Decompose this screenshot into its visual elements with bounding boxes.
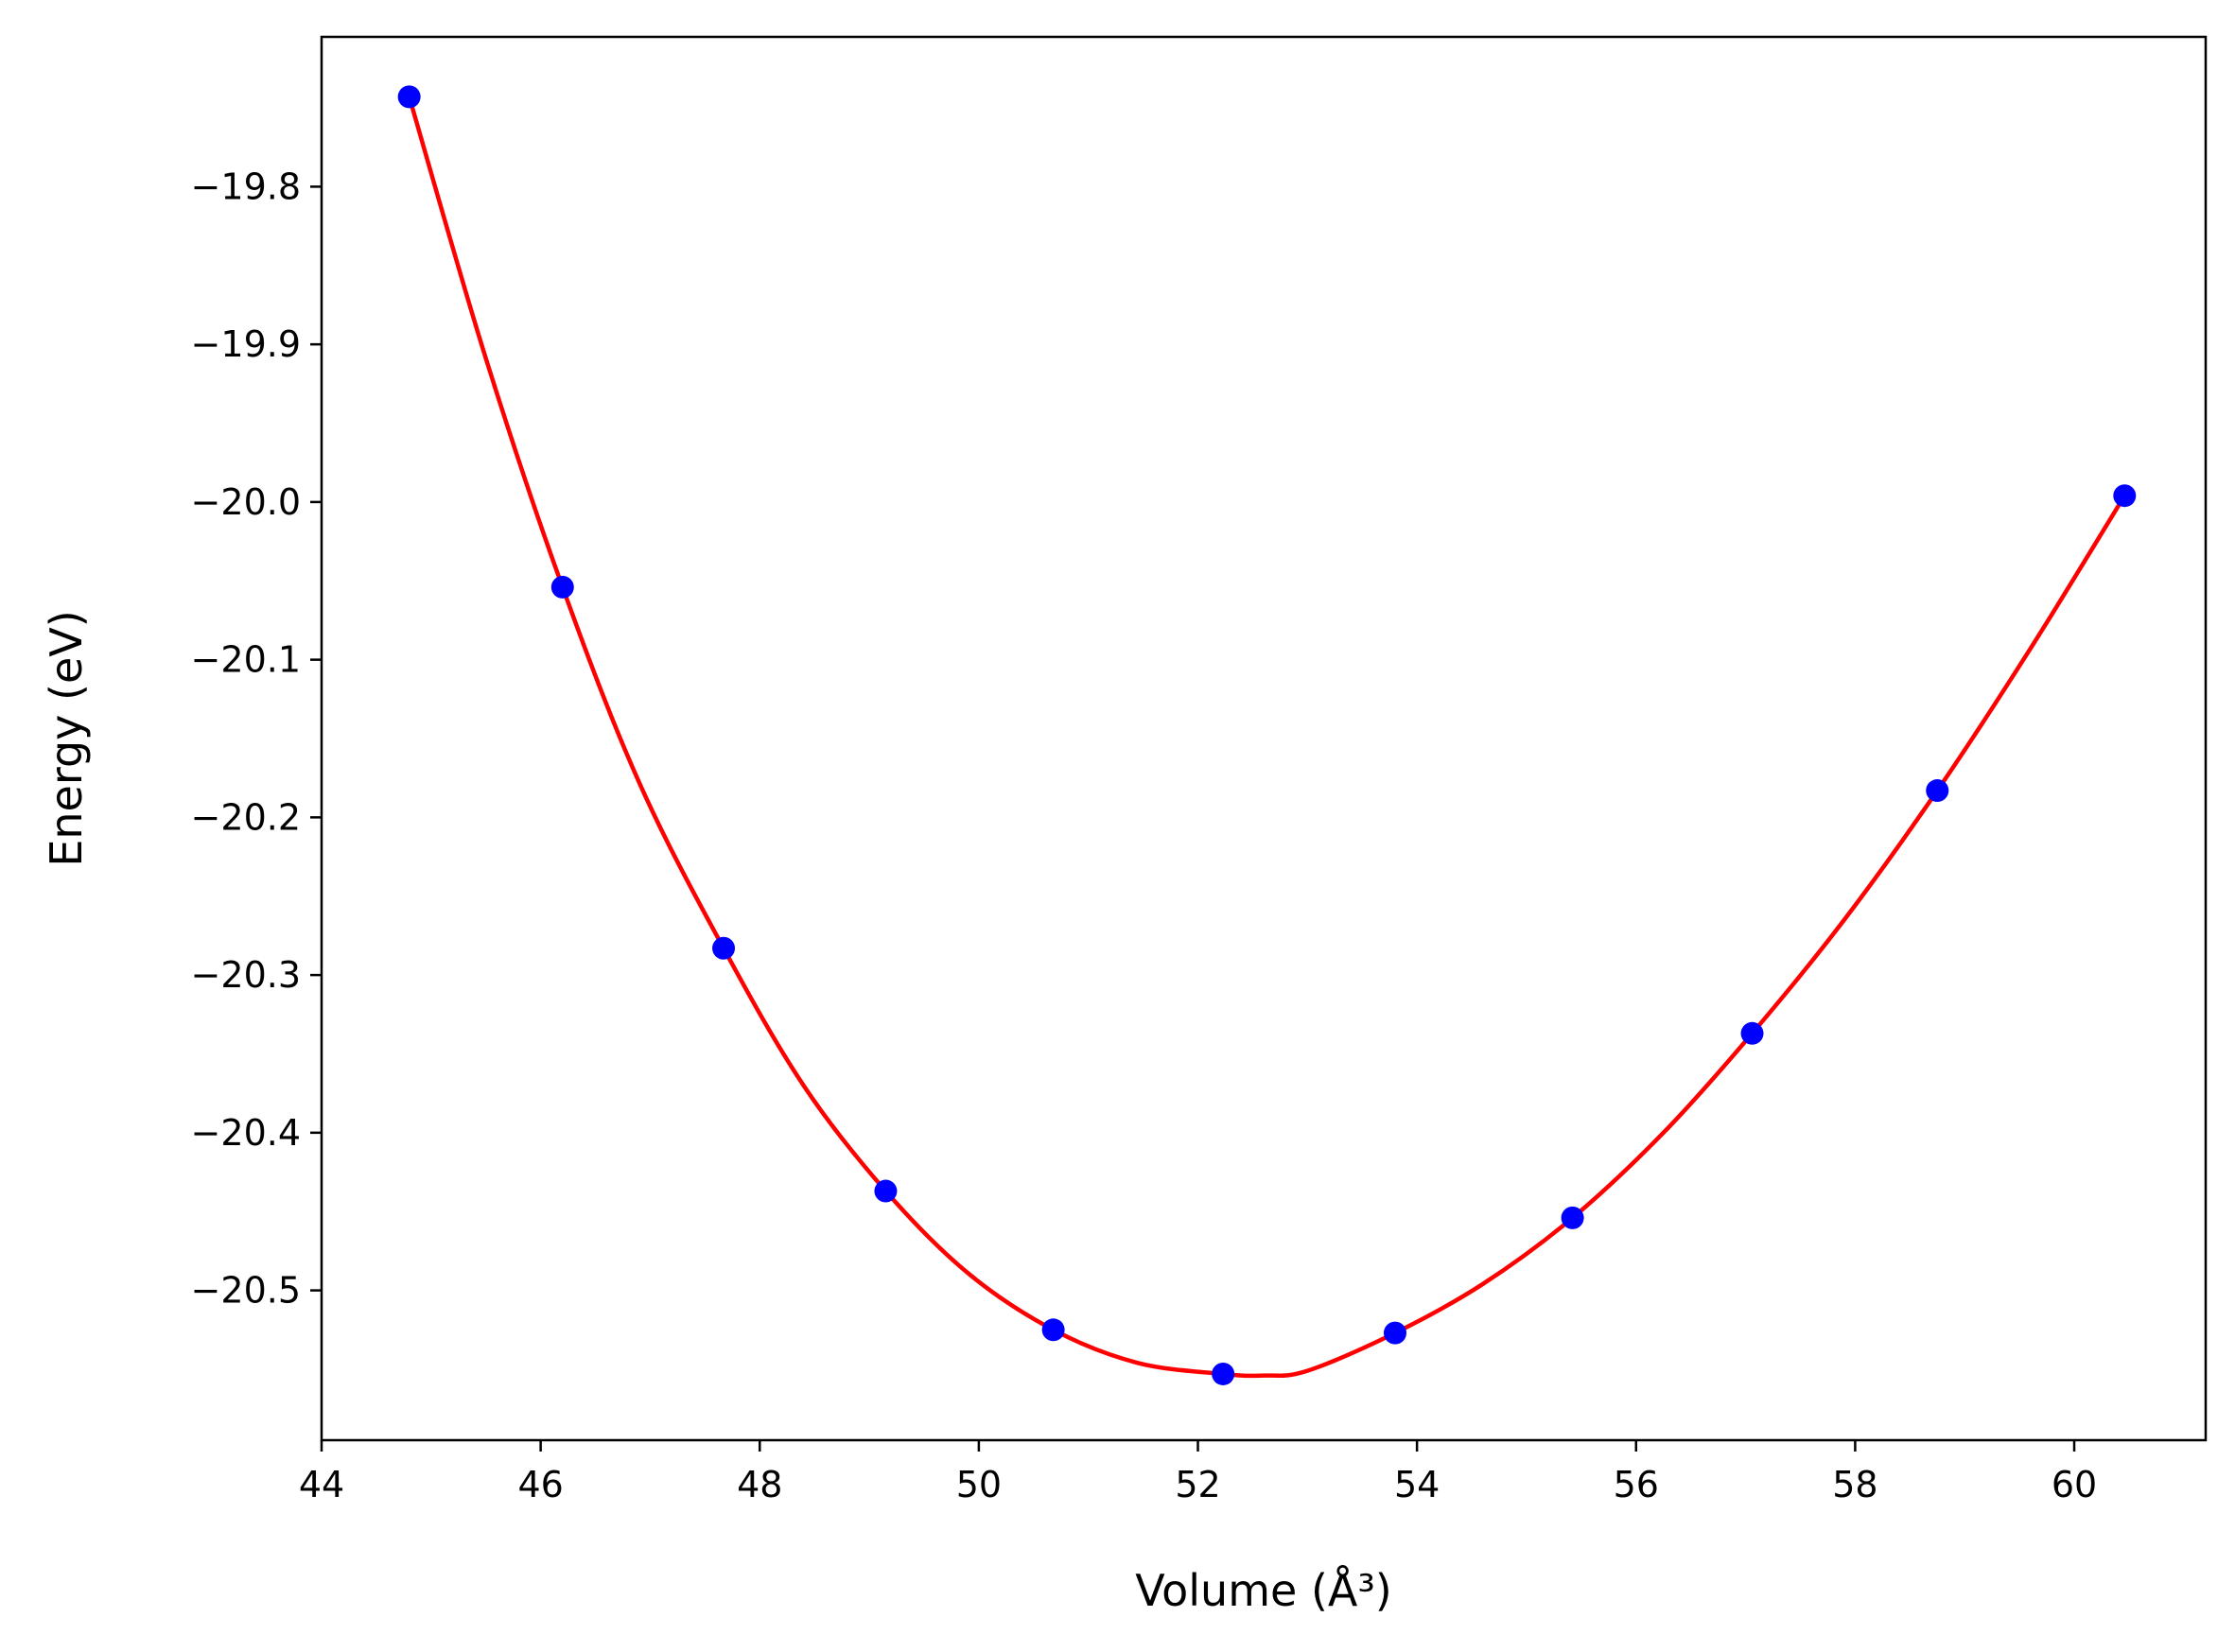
x-tick-label: 54 <box>1394 1464 1440 1505</box>
x-tick-label: 50 <box>956 1464 1002 1505</box>
x-axis-label: Volume (Å³) <box>1135 1565 1392 1616</box>
y-tick-label: −19.9 <box>191 323 301 365</box>
data-point <box>874 1179 898 1203</box>
x-tick-label: 48 <box>737 1464 782 1505</box>
y-tick-label: −19.8 <box>191 165 301 207</box>
data-point <box>712 936 736 960</box>
data-point <box>1383 1321 1406 1345</box>
y-axis-ticks: −19.8 −19.9 −20.0 −20.1 −20.2 −20.3 −20.4 −20.5 <box>191 165 322 1312</box>
y-tick-label: −20.3 <box>191 954 301 996</box>
data-point <box>1561 1206 1584 1229</box>
x-tick-label: 44 <box>299 1464 344 1505</box>
plot-content <box>397 85 2137 1385</box>
x-tick-label: 58 <box>1832 1464 1877 1505</box>
y-axis-label: Energy (eV) <box>41 610 92 866</box>
x-tick-label: 60 <box>2052 1464 2097 1505</box>
data-point <box>550 575 574 599</box>
data-point <box>1740 1021 1764 1045</box>
y-tick-label: −20.1 <box>191 639 301 681</box>
y-tick-label: −20.0 <box>191 481 301 523</box>
x-axis-ticks: 44 46 48 50 52 54 56 58 60 <box>299 1440 2097 1505</box>
y-tick-label: −20.5 <box>191 1270 301 1312</box>
y-tick-label: −20.2 <box>191 796 301 838</box>
x-tick-label: 46 <box>517 1464 563 1505</box>
y-tick-label: −20.4 <box>191 1112 301 1154</box>
x-tick-label: 52 <box>1175 1464 1220 1505</box>
data-point <box>1041 1318 1065 1342</box>
data-point <box>2113 484 2137 508</box>
data-point <box>397 85 421 109</box>
x-tick-label: 56 <box>1614 1464 1659 1505</box>
data-point <box>1926 779 1949 803</box>
plot-frame <box>320 35 2208 1442</box>
data-point <box>1212 1362 1235 1385</box>
